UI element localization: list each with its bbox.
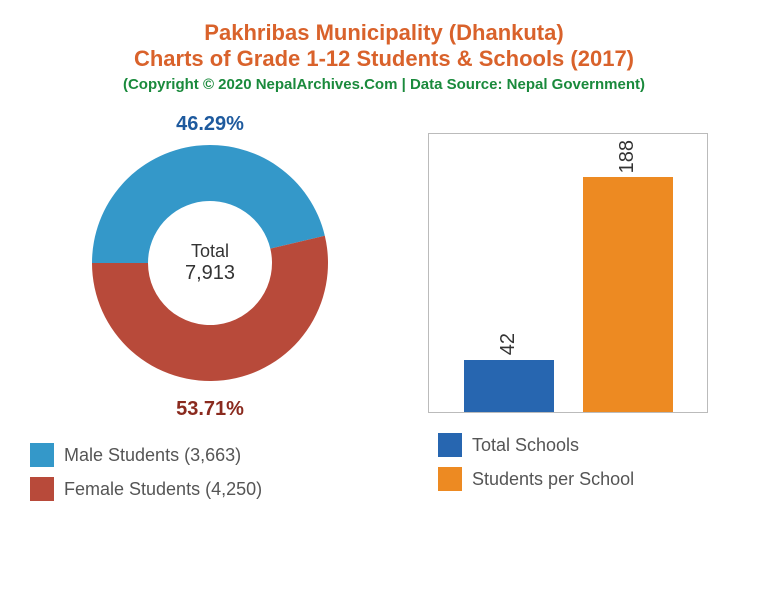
- bar-rect-schools: [464, 360, 554, 413]
- legend-female-text: Female Students (4,250): [64, 479, 262, 500]
- male-percentage-label: 46.29%: [176, 113, 244, 136]
- bar-legend: Total Schools Students per School: [398, 433, 738, 491]
- bar-chart-box: 42 188: [428, 133, 708, 413]
- bar-chart-section: 42 188 Total Schools Students per Sch: [398, 123, 738, 501]
- donut-legend: Male Students (3,663) Female Students (4…: [30, 443, 390, 501]
- chart-container: Pakhribas Municipality (Dhankuta) Charts…: [0, 0, 768, 597]
- donut-center: Total 7,913: [185, 241, 235, 285]
- legend-male: Male Students (3,663): [30, 443, 390, 467]
- male-swatch-icon: [30, 443, 54, 467]
- bar-value-schools: 42: [497, 333, 520, 355]
- subtitle: (Copyright © 2020 NepalArchives.Com | Da…: [30, 76, 738, 93]
- female-swatch-icon: [30, 477, 54, 501]
- legend-students-per-school: Students per School: [438, 467, 738, 491]
- bar-value-students: 188: [616, 140, 639, 173]
- students-swatch-icon: [438, 467, 462, 491]
- title-block: Pakhribas Municipality (Dhankuta) Charts…: [30, 20, 738, 93]
- legend-students-label: Students per School: [472, 469, 634, 490]
- title-line1: Pakhribas Municipality (Dhankuta): [30, 20, 738, 46]
- legend-female-count: 4,250: [211, 479, 256, 499]
- schools-swatch-icon: [438, 433, 462, 457]
- donut-wrap: 46.29% Total 7,913 53.71%: [70, 123, 350, 403]
- donut-chart-section: 46.29% Total 7,913 53.71% Male Students …: [30, 123, 390, 511]
- bars-area: 42 188: [429, 134, 707, 412]
- legend-schools-label: Total Schools: [472, 435, 579, 456]
- title-line2: Charts of Grade 1-12 Students & Schools …: [30, 46, 738, 72]
- legend-female-label: Female Students: [64, 479, 200, 499]
- legend-male-label: Male Students: [64, 445, 179, 465]
- bar-total-schools: 42: [464, 333, 554, 412]
- bar-rect-students: [583, 177, 673, 412]
- legend-male-count: 3,663: [190, 445, 235, 465]
- charts-row: 46.29% Total 7,913 53.71% Male Students …: [30, 123, 738, 511]
- legend-female: Female Students (4,250): [30, 477, 390, 501]
- donut-center-label: Total: [185, 241, 235, 262]
- legend-total-schools: Total Schools: [438, 433, 738, 457]
- legend-male-text: Male Students (3,663): [64, 445, 241, 466]
- donut-center-value: 7,913: [185, 262, 235, 285]
- female-percentage-label: 53.71%: [176, 398, 244, 421]
- bar-students-per-school: 188: [583, 140, 673, 412]
